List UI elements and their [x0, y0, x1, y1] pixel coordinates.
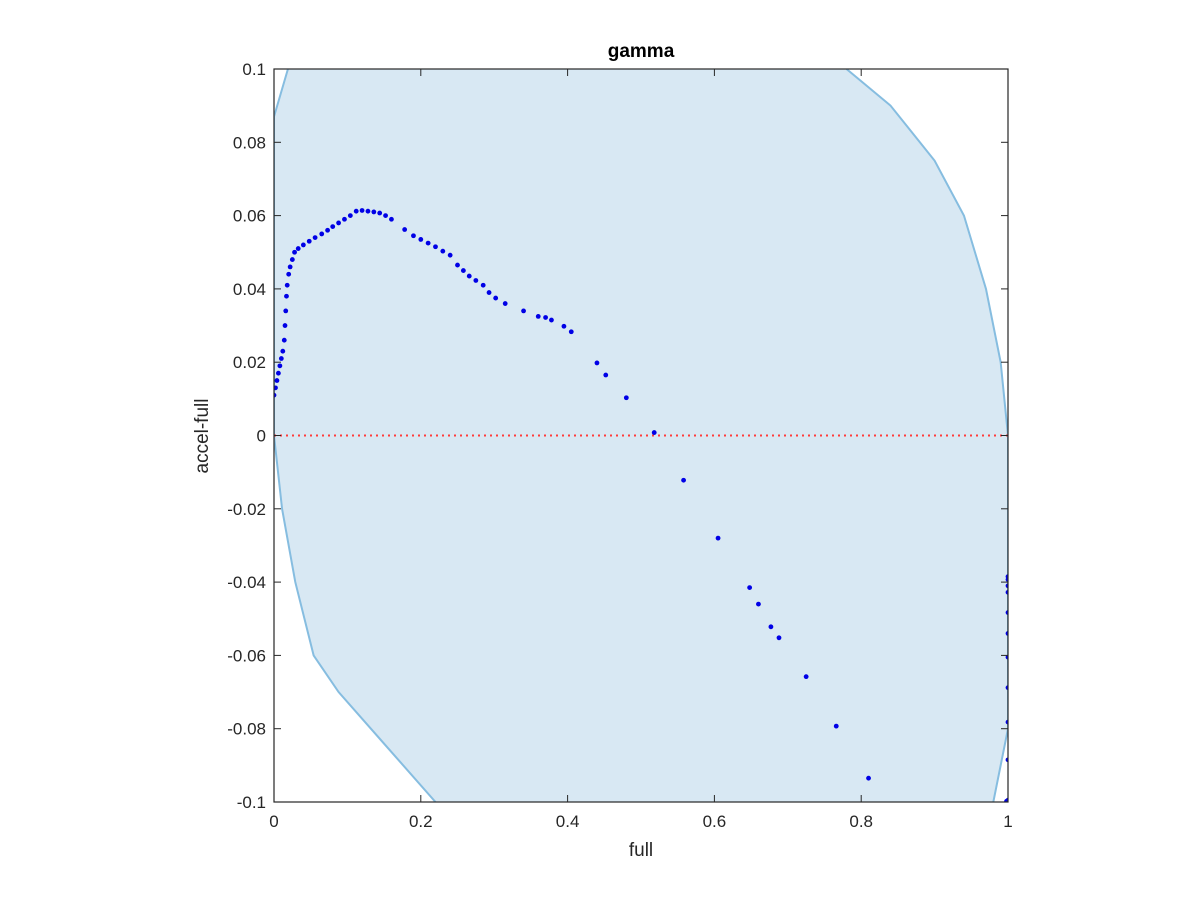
x-tick-label: 0.2 — [409, 812, 433, 831]
data-point — [681, 477, 686, 483]
data-point — [306, 238, 312, 244]
y-tick-label: 0.06 — [233, 207, 266, 226]
data-point — [292, 249, 297, 255]
data-point — [651, 430, 657, 435]
data-point — [466, 273, 472, 279]
data-point — [460, 268, 466, 273]
data-point — [274, 385, 278, 391]
data-point — [377, 210, 383, 216]
chart-title: gamma — [608, 41, 675, 62]
data-point — [278, 356, 284, 361]
y-axis-label: accel-full — [192, 399, 213, 474]
data-point — [277, 363, 283, 369]
x-tick-label: 0.6 — [703, 812, 727, 831]
data-point — [274, 378, 280, 383]
y-tick-label: 0.1 — [242, 60, 266, 79]
data-point — [282, 323, 288, 328]
y-tick-label: 0.02 — [233, 353, 266, 372]
x-tick-label: 0.8 — [849, 812, 873, 831]
region-right-boundary — [845, 69, 1008, 802]
data-point — [803, 674, 809, 680]
y-tick-label: -0.02 — [227, 500, 266, 519]
data-point — [473, 278, 479, 283]
data-point — [535, 313, 541, 319]
x-tick-label: 0.4 — [556, 812, 580, 831]
data-point — [521, 308, 526, 314]
data-point — [623, 395, 629, 401]
data-point — [342, 216, 347, 222]
y-tick-label: 0 — [257, 427, 266, 446]
data-point — [365, 208, 371, 214]
data-point — [561, 323, 567, 329]
data-point — [287, 264, 293, 270]
data-point — [402, 227, 408, 232]
data-point — [371, 209, 377, 215]
y-tick-label: -0.04 — [227, 573, 266, 592]
data-point — [411, 233, 416, 239]
data-point — [353, 208, 359, 214]
data-point — [756, 601, 761, 607]
data-point — [1004, 798, 1008, 802]
x-axis-label: full — [629, 840, 653, 861]
y-tick-label: -0.08 — [227, 720, 266, 739]
data-point — [447, 252, 453, 258]
data-point — [283, 308, 289, 314]
y-tick-label: 0.04 — [233, 280, 266, 299]
data-point — [833, 723, 839, 729]
data-point — [286, 271, 292, 277]
data-point — [383, 213, 388, 219]
data-point — [493, 295, 499, 301]
data-point — [568, 329, 574, 335]
data-point — [281, 337, 287, 343]
y-tick-label: -0.06 — [227, 646, 266, 665]
data-point — [336, 220, 341, 226]
region-left-boundary — [274, 69, 437, 802]
data-point — [389, 216, 394, 222]
data-point — [455, 262, 460, 268]
data-point — [768, 624, 774, 630]
data-point — [603, 372, 609, 378]
data-point — [543, 315, 548, 320]
data-point — [289, 257, 295, 262]
data-point — [866, 775, 871, 781]
data-point — [549, 317, 554, 323]
data-point — [594, 360, 600, 366]
data-point — [347, 213, 353, 219]
data-point — [280, 348, 286, 354]
data-point — [502, 301, 508, 306]
data-point — [359, 208, 365, 213]
data-point — [440, 248, 446, 254]
data-point — [486, 290, 492, 295]
data-point — [276, 370, 281, 376]
data-point — [319, 231, 325, 237]
data-point — [480, 282, 486, 288]
data-point — [284, 282, 290, 288]
data-point — [295, 246, 301, 251]
data-point — [284, 293, 289, 299]
data-point — [418, 237, 424, 242]
data-point — [747, 585, 753, 590]
data-point — [715, 535, 721, 541]
data-point — [325, 227, 330, 233]
y-tick-label: 0.08 — [233, 133, 266, 152]
data-point — [776, 635, 782, 641]
data-point — [330, 224, 336, 229]
data-point — [300, 242, 306, 248]
data-point — [433, 244, 438, 250]
y-tick-label: -0.1 — [237, 793, 266, 812]
data-point — [312, 235, 318, 240]
data-point — [425, 240, 431, 246]
x-tick-label: 1 — [1003, 812, 1012, 831]
x-tick-label: 0 — [269, 812, 278, 831]
